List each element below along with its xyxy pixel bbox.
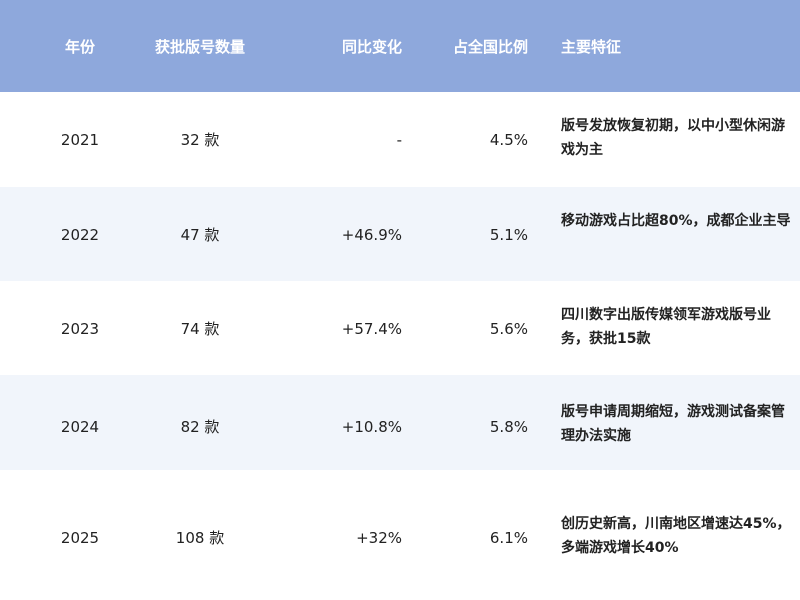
year-cell: 2025 (60, 529, 100, 547)
features-cell: 版号申请周期缩短，游戏测试备案管理办法实施 (561, 404, 785, 444)
year-cell: 2022 (60, 226, 100, 244)
table-header: 年份 获批版号数量 同比变化 占全国比例 主要特征 (0, 0, 800, 92)
yoy-cell: +57.4% (341, 320, 402, 338)
yoy-cell: +46.9% (341, 226, 402, 244)
features-cell: 四川数字出版传媒领军游戏版号业务，获批15款 (561, 307, 771, 347)
yoy-cell: - (396, 131, 402, 149)
count-cell: 82 款 (180, 418, 220, 436)
features-cell: 版号发放恢复初期，以中小型休闲游戏为主 (561, 118, 785, 158)
share-cell: 5.1% (489, 226, 528, 244)
share-cell: 5.6% (489, 320, 528, 338)
table-row: 2021 32 款 - 4.5% 版号发放恢复初期，以中小型休闲游戏为主 (0, 92, 800, 187)
count-cell: 47 款 (180, 226, 220, 244)
count-cell: 32 款 (180, 131, 220, 149)
features-cell: 创历史新高，川南地区增速达45%，多端游戏增长40% (561, 516, 791, 556)
header-count: 获批版号数量 (154, 38, 245, 56)
table-row: 2022 47 款 +46.9% 5.1% 移动游戏占比超80%，成都企业主导 (0, 187, 800, 281)
table-row: 2023 74 款 +57.4% 5.6% 四川数字出版传媒领军游戏版号业务，获… (0, 281, 800, 375)
share-cell: 5.8% (489, 418, 528, 436)
features-cell: 移动游戏占比超80%，成都企业主导 (561, 213, 791, 229)
header-year: 年份 (64, 38, 95, 56)
table-row: 2024 82 款 +10.8% 5.8% 版号申请周期缩短，游戏测试备案管理办… (0, 375, 800, 470)
table-row: 2025 108 款 +32% 6.1% 创历史新高，川南地区增速达45%，多端… (0, 470, 800, 600)
header-share: 占全国比例 (452, 38, 528, 56)
year-cell: 2021 (60, 131, 100, 149)
count-cell: 74 款 (180, 320, 220, 338)
count-cell: 108 款 (175, 529, 225, 547)
year-cell: 2023 (60, 320, 100, 338)
year-cell: 2024 (60, 418, 100, 436)
share-cell: 4.5% (489, 131, 528, 149)
yoy-cell: +10.8% (341, 418, 402, 436)
header-yoy: 同比变化 (341, 38, 402, 56)
yoy-cell: +32% (356, 529, 402, 547)
share-cell: 6.1% (489, 529, 528, 547)
header-features: 主要特征 (561, 38, 622, 56)
